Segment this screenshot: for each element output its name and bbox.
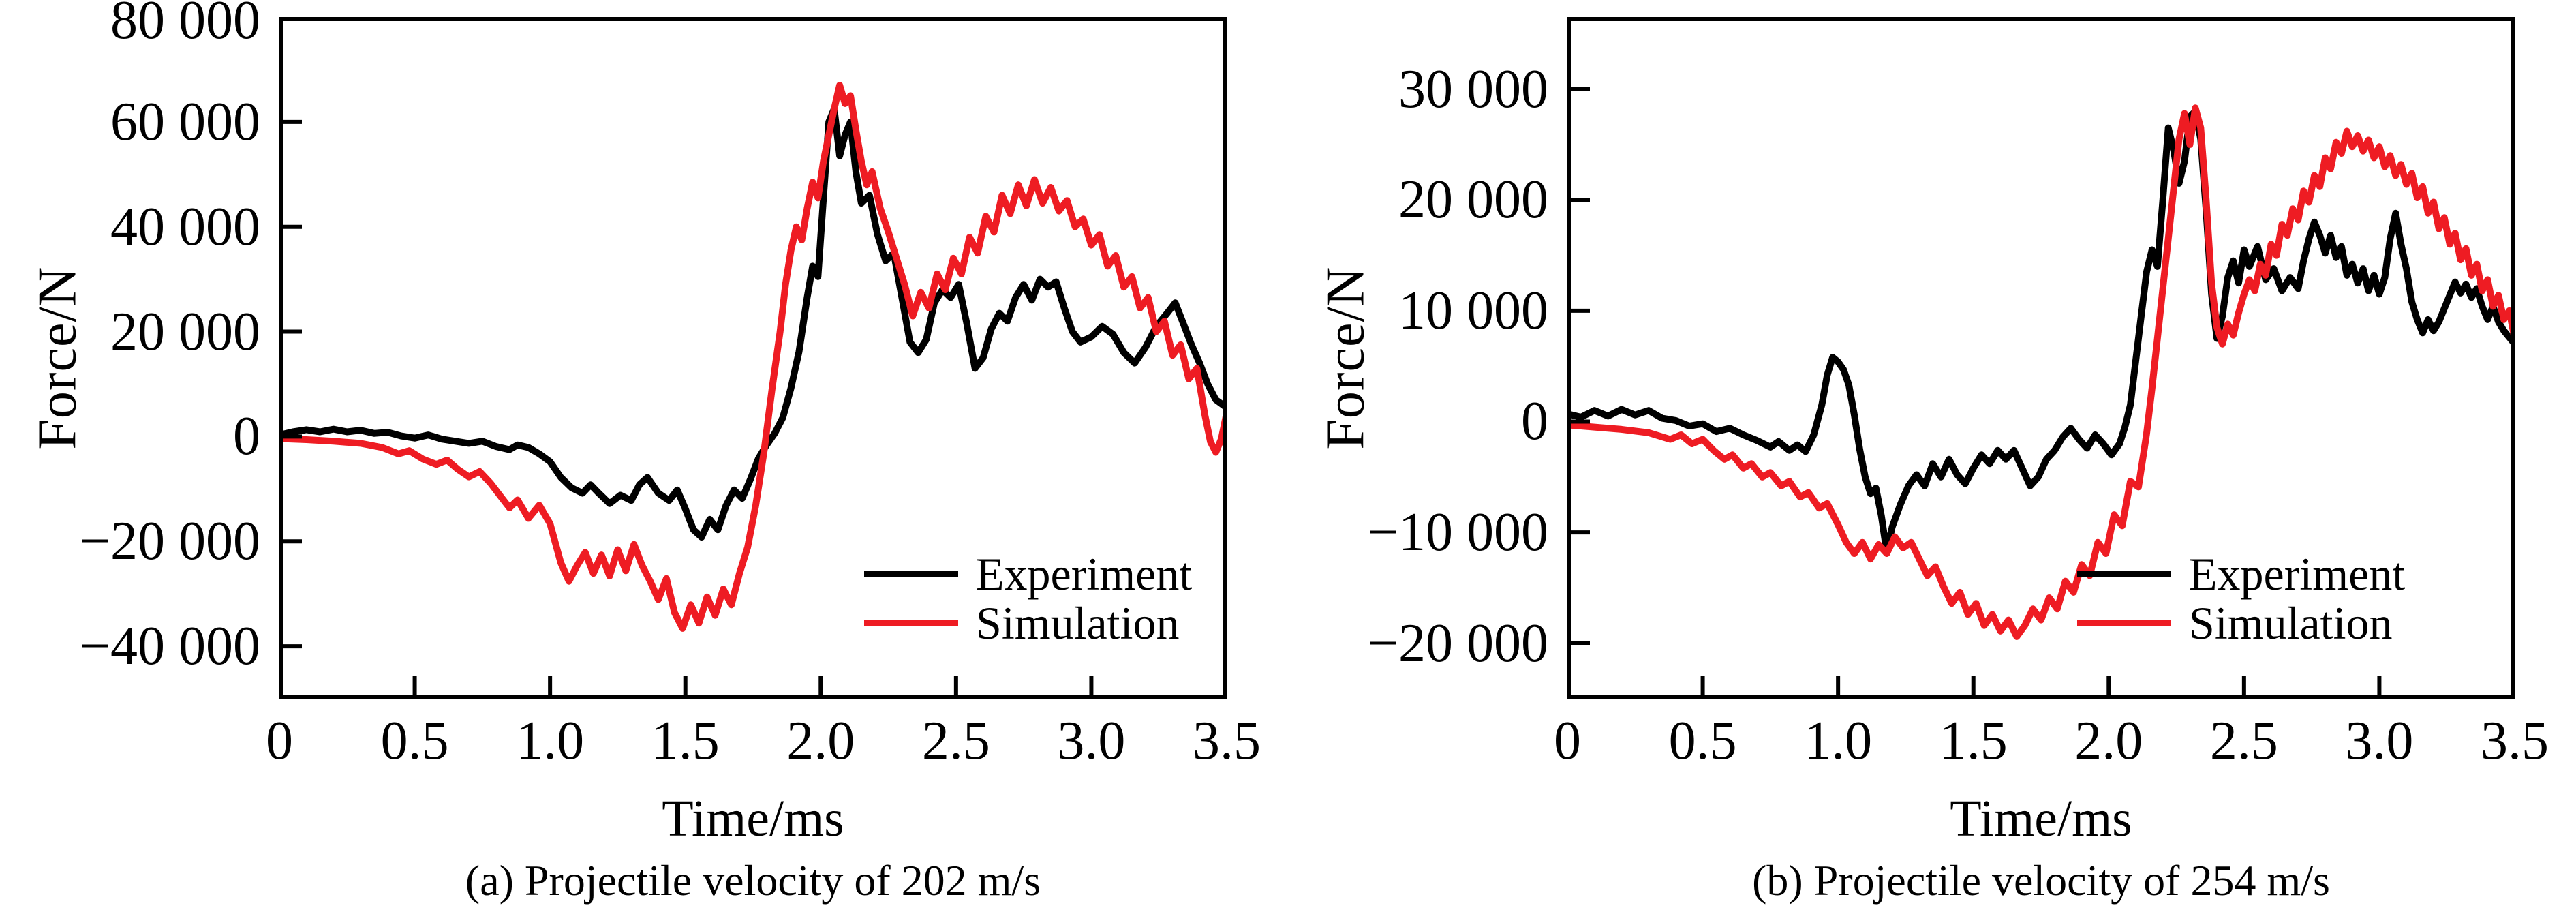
legend-item-experiment: Experiment: [864, 549, 1192, 598]
experiment-line-swatch: [2077, 571, 2171, 577]
y-tick-label: 40 000: [110, 196, 260, 257]
x-tick-label: 1.0: [516, 711, 585, 771]
y-tick-label: −20 000: [1367, 613, 1548, 673]
experiment-line-swatch: [864, 571, 958, 577]
legend-item-experiment: Experiment: [2077, 549, 2405, 598]
y-tick-label: 10 000: [1398, 280, 1548, 341]
experiment-curve: [1567, 108, 2515, 556]
chart-caption-a: (a) Projectile velocity of 202 m/s: [465, 856, 1041, 905]
axes-frame: [279, 17, 1227, 699]
x-tick-label: 0: [266, 711, 293, 771]
legend-label-simulation: Simulation: [2189, 597, 2393, 649]
x-tick-label: 1.5: [651, 711, 720, 771]
simulation-curve: [279, 82, 1227, 632]
y-tick-label: −40 000: [79, 616, 260, 677]
y-tick-label: 60 000: [110, 91, 260, 152]
chart-panel-b: Force/N Time/ms (b) Projectile velocity …: [1288, 0, 2576, 912]
y-tick-label: 20 000: [1398, 170, 1548, 230]
y-tick-label: 20 000: [110, 301, 260, 362]
legend-item-simulation: Simulation: [2077, 598, 2405, 648]
simulation-line-swatch: [2077, 620, 2171, 626]
chart-panel-a: Force/N Time/ms (a) Projectile velocity …: [28, 0, 1261, 905]
x-tick-label: 3.5: [2481, 711, 2549, 771]
chart-canvas-b: [1567, 17, 2515, 699]
x-tick-label: 1.0: [1804, 711, 1873, 771]
y-tick-label: −10 000: [1367, 502, 1548, 563]
x-tick-label: 0.5: [1668, 711, 1737, 771]
simulation-curve: [1567, 104, 2515, 640]
chart-caption-b: (b) Projectile velocity of 254 m/s: [1752, 856, 2330, 905]
plot-area: [1567, 17, 2515, 699]
x-tick-label: 0: [1554, 711, 1581, 771]
x-tick-label: 2.5: [921, 711, 990, 771]
y-tick-label: 30 000: [1398, 59, 1548, 119]
legend-label-simulation: Simulation: [976, 597, 1180, 649]
simulation-line-swatch: [864, 620, 958, 626]
x-tick-label: 3.0: [1057, 711, 1126, 771]
x-tick-label: 0.5: [380, 711, 449, 771]
x-tick-label: 2.5: [2209, 711, 2278, 771]
plot-area: [279, 17, 1227, 699]
legend-label-experiment: Experiment: [976, 548, 1193, 600]
legend-item-simulation: Simulation: [864, 598, 1192, 648]
y-tick-label: 0: [1521, 391, 1548, 452]
x-tick-label: 3.0: [2345, 711, 2414, 771]
legend: Experiment Simulation: [2077, 549, 2405, 648]
x-tick-label: 2.0: [786, 711, 855, 771]
x-tick-label: 2.0: [2074, 711, 2143, 771]
legend-label-experiment: Experiment: [2189, 548, 2406, 600]
legend: Experiment Simulation: [864, 549, 1192, 648]
x-axis-label: Time/ms: [662, 790, 844, 847]
y-tick-label: 0: [233, 406, 260, 467]
x-tick-label: 3.5: [1193, 711, 1261, 771]
y-tick-label: 80 000: [110, 0, 260, 50]
chart-canvas-a: [279, 17, 1227, 699]
x-tick-label: 1.5: [1939, 711, 2008, 771]
y-tick-label: −20 000: [79, 511, 260, 572]
experiment-curve: [279, 105, 1227, 541]
x-axis-label: Time/ms: [1950, 790, 2132, 847]
axes-frame: [1567, 17, 2515, 699]
